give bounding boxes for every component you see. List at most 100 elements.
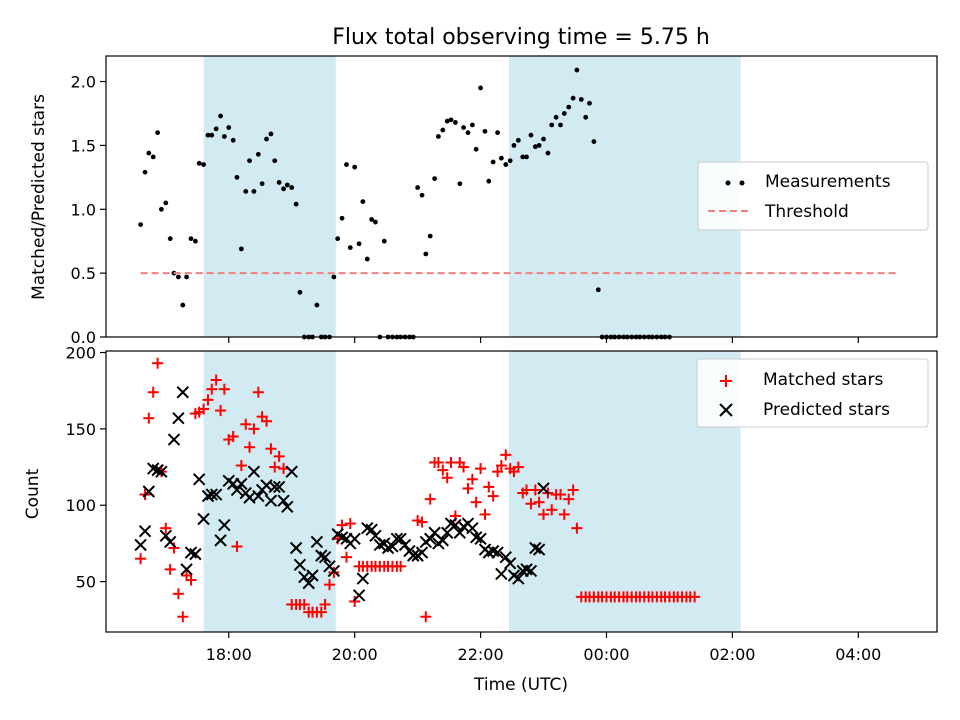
matched-point <box>244 441 256 453</box>
predicted-point-stroke <box>167 433 181 446</box>
matched-point <box>315 606 327 618</box>
matched-point <box>458 461 470 473</box>
predicted-point <box>394 532 407 546</box>
measurement-point <box>276 180 282 185</box>
measurement-point <box>226 125 232 130</box>
predicted-point-stroke <box>214 534 227 547</box>
measurement-point <box>524 154 529 160</box>
legend-predicted-marker <box>719 403 733 417</box>
predicted-point-stroke <box>138 524 152 538</box>
predicted-point <box>302 576 315 590</box>
predicted-point-stroke <box>444 517 458 530</box>
predicted-point <box>209 488 223 501</box>
measurement-point <box>167 236 173 242</box>
matched-point <box>416 516 428 528</box>
top-x-ticks <box>228 337 859 343</box>
predicted-point-stroke <box>205 488 218 501</box>
matched-point <box>487 490 499 502</box>
predicted-point <box>318 550 332 564</box>
predicted-point <box>134 538 147 552</box>
measurement-point <box>221 134 227 139</box>
measurement-point <box>163 200 169 206</box>
top-y-ticks: 0.0 0.5 1.0 1.5 2.0 <box>71 73 106 347</box>
measurement-point <box>344 162 349 167</box>
y-tick-label: 2.0 <box>71 73 96 92</box>
legend-matched-label: Matched stars <box>763 370 883 390</box>
measurement-point <box>541 136 546 142</box>
matched-point <box>533 496 545 508</box>
measurement-point <box>293 201 299 207</box>
measurement-point <box>259 181 265 187</box>
predicted-point-stroke <box>189 547 202 561</box>
predicted-point-stroke <box>365 523 378 536</box>
predicted-point-stroke <box>491 546 504 559</box>
measurement-point <box>515 137 521 143</box>
predicted-point-stroke <box>436 534 450 547</box>
matched-point <box>563 493 575 505</box>
measurement-point <box>545 150 551 156</box>
predicted-point <box>352 589 366 602</box>
legend-measurements-label: Measurements <box>765 172 891 192</box>
predicted-point <box>180 563 193 576</box>
measurement-point <box>452 120 458 125</box>
predicted-point <box>436 534 450 547</box>
predicted-point-stroke <box>486 544 500 558</box>
measurement-point <box>528 132 534 138</box>
predicted-point-stroke <box>247 465 261 478</box>
measurement-point <box>196 160 202 166</box>
measurement-point <box>272 158 278 164</box>
measurement-point <box>264 136 269 142</box>
measurement-point <box>339 215 345 221</box>
predicted-point <box>272 480 286 494</box>
predicted-point-stroke <box>298 570 311 584</box>
predicted-point-stroke <box>474 532 487 546</box>
predicted-point-stroke <box>390 532 404 546</box>
predicted-point-stroke <box>310 535 324 549</box>
measurement-point <box>432 176 438 182</box>
measurement-point <box>595 287 601 293</box>
matched-point <box>479 508 491 520</box>
predicted-point <box>503 557 517 570</box>
measurement-point <box>498 155 504 161</box>
measurement-point <box>360 199 366 205</box>
predicted-point <box>214 534 227 547</box>
predicted-point-stroke <box>306 569 319 582</box>
predicted-point-stroke <box>192 473 206 486</box>
matched-point <box>202 394 214 406</box>
measurement-point <box>234 174 240 180</box>
predicted-point-stroke <box>176 386 190 399</box>
predicted-point-stroke <box>466 521 479 535</box>
predicted-point <box>348 532 361 546</box>
matched-point <box>248 423 260 435</box>
matched-point <box>558 508 570 520</box>
matched-point <box>349 595 361 607</box>
predicted-point <box>415 546 429 559</box>
x-tick-label: 00:00 <box>583 645 629 664</box>
measurement-point <box>436 134 441 139</box>
top-panel: 0.00.51.01.52.0 Matched/Predicted stars … <box>29 55 938 347</box>
measurement-point <box>335 236 341 242</box>
measurement-point <box>347 245 353 250</box>
matched-point <box>571 522 583 534</box>
measurement-point <box>587 100 592 106</box>
matched-point <box>278 463 290 475</box>
matched-point <box>567 484 579 496</box>
matched-point <box>210 374 222 386</box>
predicted-point <box>474 532 487 546</box>
measurement-point <box>469 122 475 128</box>
predicted-point-stroke <box>197 512 210 526</box>
predicted-point-stroke <box>134 538 147 552</box>
predicted-point-stroke <box>537 482 550 495</box>
measurement-point <box>578 97 584 102</box>
matched-point <box>135 553 147 565</box>
matched-point <box>160 522 172 534</box>
matched-point <box>437 464 449 476</box>
measurement-point <box>570 95 576 101</box>
predicted-point-stroke <box>209 488 223 501</box>
bottom-series-predicted <box>134 386 550 602</box>
measurement-point <box>532 144 538 150</box>
bottom-legend-box <box>696 358 929 428</box>
matched-point <box>328 566 340 578</box>
matched-point <box>218 383 230 395</box>
